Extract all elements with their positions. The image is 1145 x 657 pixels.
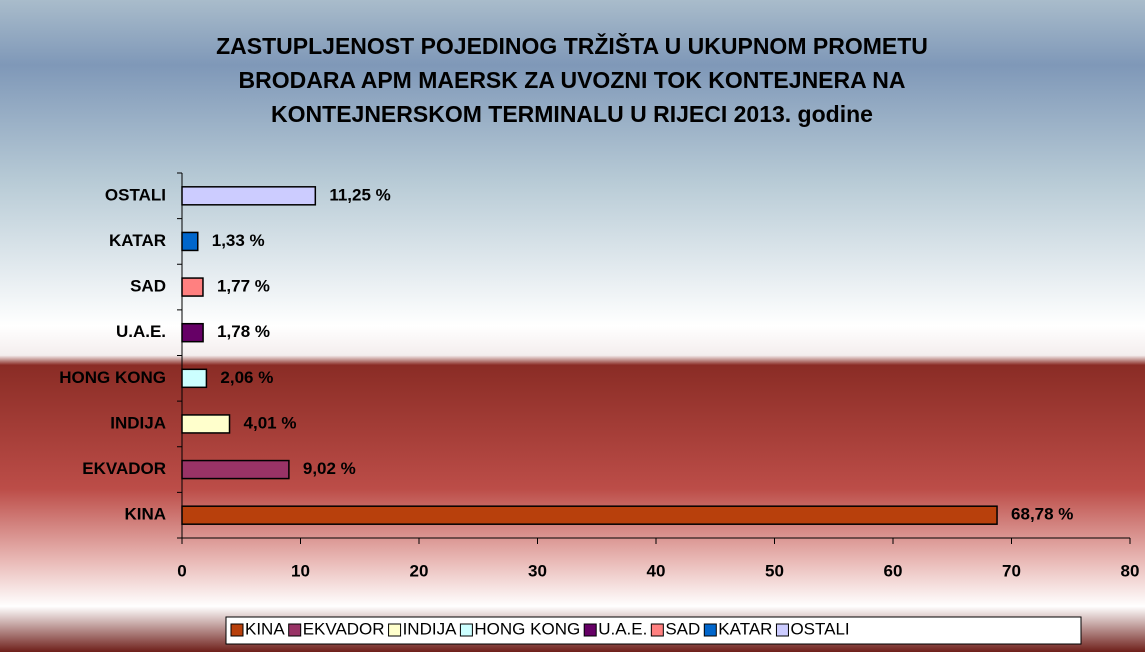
data-label: 11,25 % xyxy=(329,185,390,204)
y-tick-label: U.A.E. xyxy=(116,322,166,341)
data-label: 2,06 % xyxy=(220,368,273,387)
legend-swatch xyxy=(459,623,473,637)
bar xyxy=(181,368,208,389)
x-tick-label: 60 xyxy=(884,561,903,580)
bar xyxy=(181,459,290,480)
y-tick-label: OSTALI xyxy=(105,185,166,204)
legend-label: SAD xyxy=(665,619,700,638)
bar xyxy=(181,505,998,525)
legend-swatch xyxy=(583,623,597,637)
y-tick-label: KINA xyxy=(124,505,166,524)
legend-swatch xyxy=(230,623,244,637)
bar xyxy=(181,322,204,343)
y-tick-label: EKVADOR xyxy=(82,459,166,478)
legend-swatch xyxy=(775,623,789,637)
y-tick-label: KATAR xyxy=(109,231,166,250)
chart-title: BRODARA APM MAERSK ZA UVOZNI TOK KONTEJN… xyxy=(238,67,905,93)
chart-title: KONTEJNERSKOM TERMINALU U RIJECI 2013. g… xyxy=(271,101,873,127)
legend-swatch xyxy=(388,623,402,637)
bar xyxy=(181,277,204,297)
y-tick-label: SAD xyxy=(130,277,166,296)
data-label: 1,33 % xyxy=(212,231,265,250)
y-tick-label: HONG KONG xyxy=(59,368,166,387)
x-tick-label: 70 xyxy=(1002,561,1021,580)
x-tick-label: 80 xyxy=(1121,561,1140,580)
x-tick-label: 10 xyxy=(291,561,310,580)
legend-label: EKVADOR xyxy=(303,619,385,638)
legend-label: KINA xyxy=(245,619,285,638)
x-tick-label: 50 xyxy=(765,561,784,580)
legend-swatch xyxy=(703,623,717,637)
x-tick-label: 30 xyxy=(528,561,547,580)
x-tick-label: 0 xyxy=(177,561,186,580)
legend-swatch xyxy=(650,623,664,637)
legend-label: OSTALI xyxy=(790,619,849,638)
legend-label: HONG KONG xyxy=(474,619,580,638)
legend-label: U.A.E. xyxy=(598,619,647,638)
chart-title: ZASTUPLJENOST POJEDINOG TRŽIŠTA U UKUPNO… xyxy=(216,32,928,59)
data-label: 1,78 % xyxy=(217,322,270,341)
legend-label: INDIJA xyxy=(403,619,458,638)
bar xyxy=(181,414,231,434)
data-label: 4,01 % xyxy=(244,413,297,432)
y-tick-label: INDIJA xyxy=(110,413,166,432)
bar xyxy=(181,186,317,206)
data-label: 9,02 % xyxy=(303,459,356,478)
legend-swatch xyxy=(288,623,302,637)
data-label: 1,77 % xyxy=(217,277,270,296)
x-tick-label: 20 xyxy=(410,561,429,580)
legend-label: KATAR xyxy=(718,619,772,638)
data-label: 68,78 % xyxy=(1011,505,1073,524)
bar xyxy=(181,231,199,252)
x-tick-label: 40 xyxy=(647,561,666,580)
